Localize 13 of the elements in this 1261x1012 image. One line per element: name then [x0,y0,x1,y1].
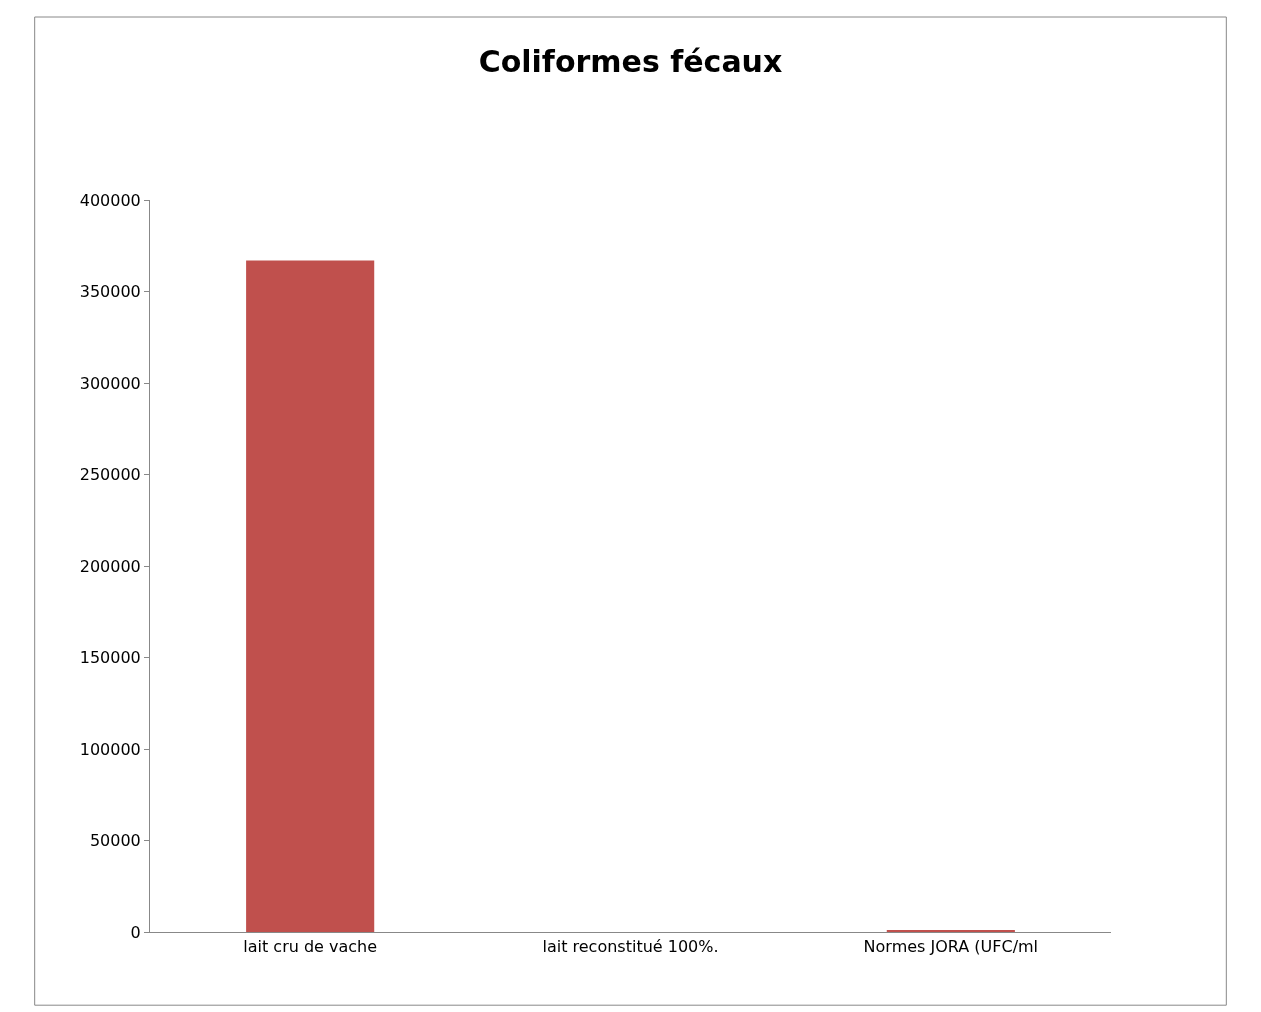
y-tick-label: 0 [130,922,141,942]
y-tick-label: 100000 [79,739,141,759]
x-tick-label: lait cru de vache [243,937,378,957]
y-tick-label: 400000 [79,190,141,210]
y-tick-label: 350000 [79,282,141,302]
x-tick-label: Normes JORA (UFC/ml [863,937,1039,957]
y-tick-label: 200000 [79,556,141,576]
x-tick-label: lait reconstitué 100%. [542,937,719,957]
y-tick-label: 300000 [79,373,141,393]
y-tick-label: 50000 [89,831,141,851]
y-tick-label: 250000 [79,465,141,485]
chart-title: Coliformes fécaux [478,43,783,79]
y-tick-label: 150000 [79,648,141,668]
